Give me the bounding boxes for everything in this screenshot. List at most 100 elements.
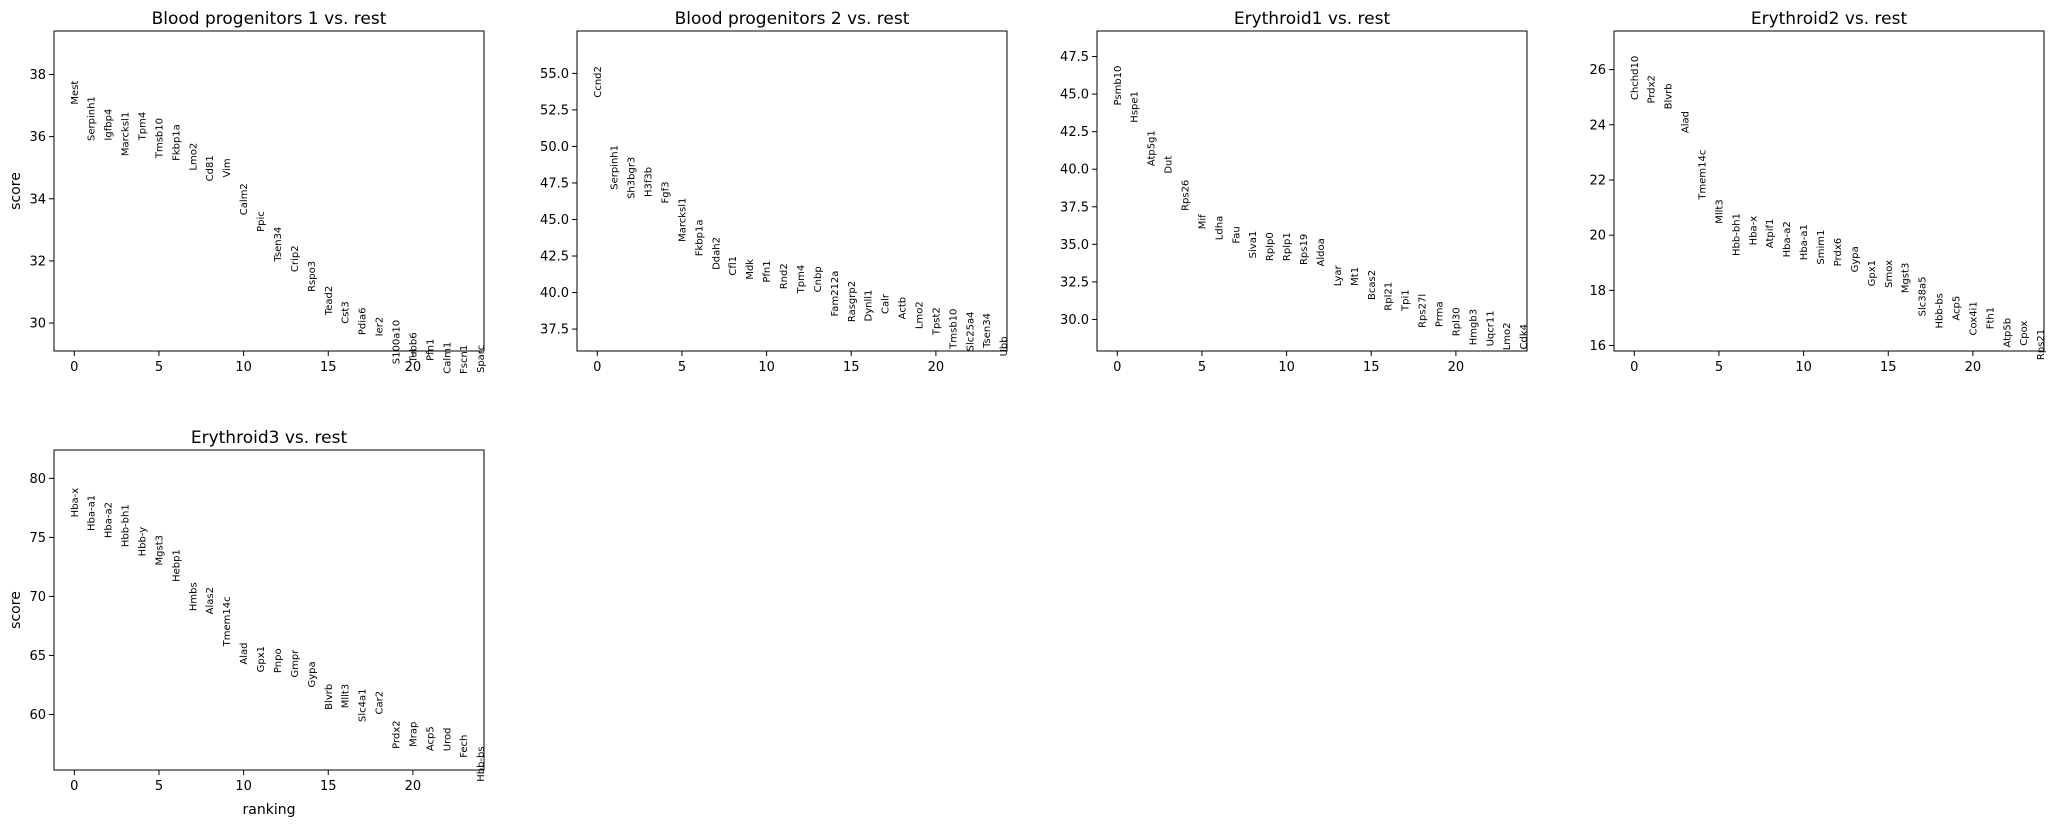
x-tick-label: 0 [593, 360, 601, 375]
gene-label: Psmb10 [1113, 66, 1124, 106]
x-tick-label: 10 [1278, 360, 1295, 375]
gene-label: Igfbp4 [104, 109, 115, 141]
gene-label: Tmem14c [1698, 150, 1709, 201]
gene-label: Tmsb10 [948, 309, 959, 350]
x-tick-label: 10 [1795, 360, 1812, 375]
y-tick-label: 20 [1589, 229, 1606, 244]
gene-label: Tubb6 [408, 332, 419, 363]
gene-label: Fth1 [1985, 307, 1996, 329]
gene-label: Tpm4 [796, 265, 807, 295]
axes-frame [53, 30, 485, 352]
gene-label: Crip2 [290, 245, 301, 272]
x-tick-label: 10 [758, 360, 775, 375]
panel-erythroid3: Erythroid3 vs. rest score ranking 0 5 10 15… [8, 428, 487, 818]
gene-label: Fkbp1a [171, 124, 182, 161]
gene-label: Rps21 [2036, 329, 2047, 360]
gene-label: Gpx1 [256, 646, 267, 672]
gene-label: Ccnd2 [593, 66, 604, 98]
panel-title: Erythroid1 vs. rest [1234, 9, 1391, 29]
gene-label: Lyar [1333, 265, 1344, 287]
gene-label: Hba-a1 [87, 495, 98, 531]
y-tick-label: 42.5 [540, 250, 569, 265]
axes-frame [576, 30, 1008, 352]
axes-frame [53, 449, 485, 771]
gene-label: Rspo3 [307, 261, 318, 292]
gene-label: Tsen34 [273, 227, 284, 263]
gene-label: Mrap [408, 722, 419, 747]
gene-label: Hba-x [1748, 216, 1759, 246]
gene-label: Mt1 [1350, 267, 1361, 286]
x-tick-label: 15 [320, 360, 337, 375]
gene-label: Rps26 [1181, 180, 1192, 211]
y-tick-label: 80 [29, 472, 46, 487]
gene-label: Calm2 [239, 183, 250, 215]
gene-label: Pfn1 [425, 339, 436, 361]
gene-label: Sh3bgr3 [627, 157, 638, 199]
gene-label: Cpox [2019, 321, 2030, 346]
gene-label: Tpm4 [138, 112, 149, 142]
x-tick-label: 5 [1715, 360, 1723, 375]
gene-label: Ppic [256, 211, 267, 232]
gene-label: Tsen34 [982, 313, 993, 349]
gene-label: Marcksl1 [121, 112, 132, 156]
y-tick-label: 45.0 [1060, 88, 1089, 103]
gene-label: Lmo2 [915, 301, 926, 329]
gene-label: Fau [1231, 226, 1242, 243]
gene-label: Fkbp1a [694, 220, 705, 257]
x-tick-label: 0 [1630, 360, 1638, 375]
x-tick-label: 15 [1880, 360, 1897, 375]
gene-label: Fam212a [830, 271, 841, 317]
panel-erythroid1: Erythroid1 vs. rest 0 5 10 15 20 30.0 32.5 35.0… [1060, 9, 1530, 375]
gene-label: Hbb-bh1 [1731, 213, 1742, 256]
gene-label: Cox4i1 [1968, 301, 1979, 335]
gene-label: Rasgrp2 [847, 281, 858, 322]
gene-label: Smox [1884, 260, 1895, 288]
x-tick-label: 5 [155, 360, 163, 375]
gene-label: Gpx1 [1867, 260, 1878, 286]
y-tick-label: 47.5 [1060, 50, 1089, 65]
gene-label: Rps19 [1299, 234, 1310, 265]
gene-label: Siva1 [1248, 231, 1259, 259]
x-tick-label: 5 [1198, 360, 1206, 375]
gene-label: Rps27l [1418, 294, 1429, 328]
y-tick-label: 50.0 [540, 140, 569, 155]
gene-label: Atp5b [2002, 318, 2013, 348]
gene-label: Serpinh1 [87, 96, 98, 141]
gene-label: Tead2 [324, 286, 335, 316]
gene-label: Blvrb [1664, 83, 1675, 109]
gene-label: Calr [881, 293, 892, 314]
x-tick-label: 0 [70, 779, 78, 794]
y-tick-label: 32 [29, 254, 46, 269]
y-tick-label: 60 [29, 708, 46, 723]
gene-label: Mest [70, 81, 81, 105]
gene-label: Car2 [375, 691, 386, 715]
y-tick-label: 40.0 [540, 286, 569, 301]
gene-label: Alas2 [205, 587, 216, 614]
gene-label: Ddah2 [711, 237, 722, 270]
y-tick-label: 42.5 [1060, 125, 1089, 140]
gene-label: Urod [442, 728, 453, 752]
axes-frame [1096, 30, 1528, 352]
gene-label: Cst3 [341, 301, 352, 323]
gene-label: Gypa [1850, 246, 1861, 272]
gene-label: Dut [1164, 156, 1175, 174]
y-tick-label: 16 [1589, 339, 1606, 354]
gene-label: Slc4a1 [358, 689, 369, 722]
gene-label: Uqcr11 [1485, 310, 1496, 346]
y-tick-label: 38 [29, 68, 46, 83]
gene-label: Pdia6 [358, 308, 369, 336]
y-tick-label: 55.0 [540, 67, 569, 82]
x-tick-label: 5 [678, 360, 686, 375]
y-tick-label: 52.5 [540, 103, 569, 118]
gene-label: Tpst2 [931, 307, 942, 336]
gene-label: Fech [459, 735, 470, 758]
gene-label: Vim [222, 158, 233, 177]
y-tick-label: 26 [1589, 63, 1606, 78]
y-tick-label: 37.5 [1060, 200, 1089, 215]
panel-title: Erythroid2 vs. rest [1751, 9, 1908, 29]
gene-label: Fscn1 [459, 345, 470, 374]
gene-label: Mdk [745, 259, 756, 280]
x-tick-label: 15 [843, 360, 860, 375]
gene-label: Hba-a2 [1782, 221, 1793, 257]
